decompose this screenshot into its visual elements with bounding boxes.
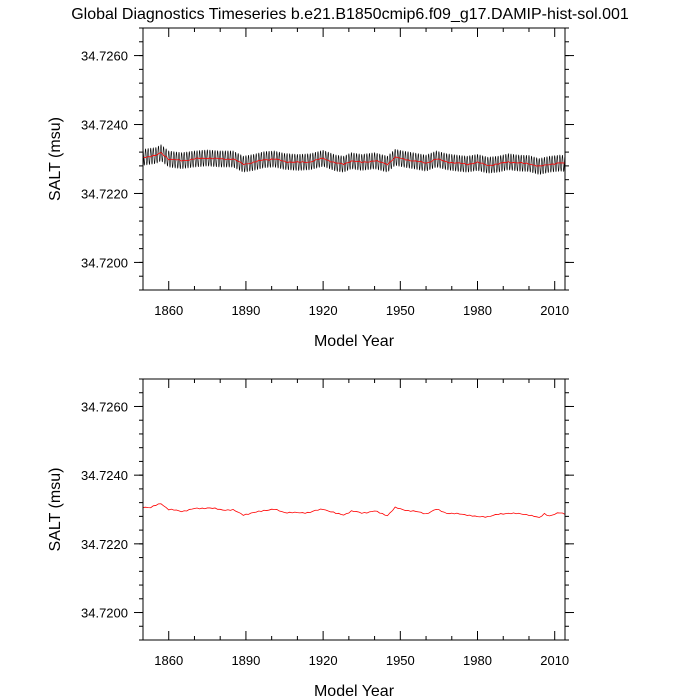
x-tick-label: 1860 (154, 653, 183, 668)
y-axis-label: SALT (msu) (47, 117, 64, 201)
figure-title: Global Diagnostics Timeseries b.e21.B185… (71, 6, 629, 23)
x-tick-label: 1920 (309, 303, 338, 318)
x-tick-label: 1860 (154, 303, 183, 318)
x-tick-label: 1950 (386, 303, 415, 318)
y-tick-label: 34.7220 (81, 186, 128, 201)
x-axis-label: Model Year (314, 333, 395, 350)
x-tick-label: 2010 (540, 303, 569, 318)
x-tick-label: 1920 (309, 653, 338, 668)
y-tick-label: 34.7200 (81, 255, 128, 270)
x-tick-label: 1950 (386, 653, 415, 668)
x-tick-label: 1980 (463, 303, 492, 318)
series-1-line (142, 144, 566, 175)
y-tick-label: 34.7240 (81, 468, 128, 483)
plot-frame (142, 378, 566, 641)
y-tick-label: 34.7260 (81, 49, 128, 64)
x-tick-label: 1980 (463, 653, 492, 668)
x-tick-label: 1890 (231, 653, 260, 668)
series-2-line (142, 151, 566, 167)
y-tick-label: 34.7260 (81, 399, 128, 414)
y-tick-label: 34.7220 (81, 537, 128, 552)
y-tick-label: 34.7200 (81, 606, 128, 621)
plot-frame (142, 27, 566, 291)
x-tick-label: 1890 (231, 303, 260, 318)
top-panel: 1860 1890 1920 1950 1980 2010 34.7200 34.7220 34… (47, 27, 574, 350)
y-axis-label: SALT (msu) (47, 468, 64, 552)
y-tick-label: 34.7240 (81, 118, 128, 133)
x-tick-label: 2010 (540, 653, 569, 668)
x-axis-label: Model Year (314, 683, 395, 700)
series-1-line (142, 503, 566, 518)
bottom-panel: 1860 1890 1920 1950 1980 2010 34.7200 34.7220 34… (47, 378, 574, 700)
